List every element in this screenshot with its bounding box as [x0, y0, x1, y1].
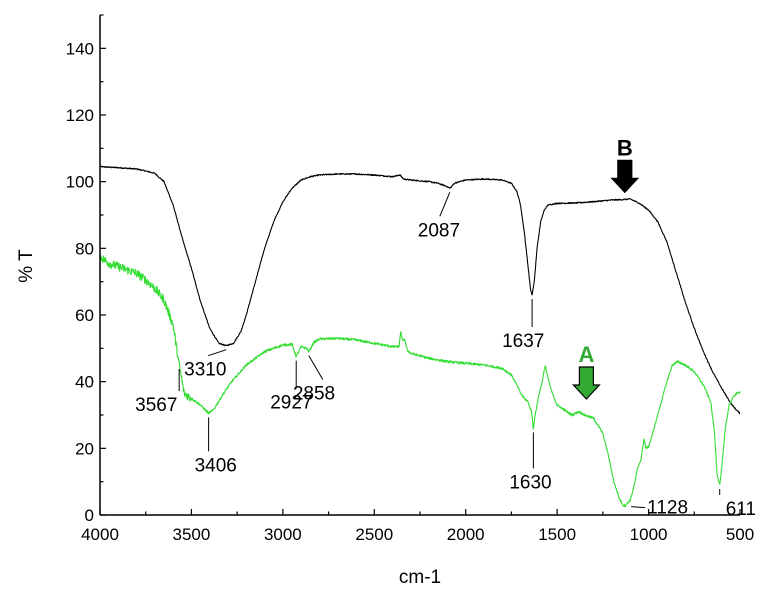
x-tick-label: 3500 — [173, 525, 211, 544]
series-line-0 — [99, 165, 741, 415]
marker-arrow-B: B — [610, 135, 640, 194]
y-axis-title: % T — [16, 249, 37, 283]
peak-label-1637: 1637 — [502, 331, 544, 352]
peak-label-2087: 2087 — [418, 220, 460, 241]
y-tick-label: 20 — [75, 439, 94, 458]
x-tick-label: 1000 — [630, 525, 668, 544]
y-tick-label: 100 — [66, 173, 94, 192]
axes: 0 20 40 60 80 100 120 140 4000 3500 3000 2500 2000 15… — [66, 14, 754, 544]
peak-label-3310: 3310 — [184, 360, 226, 381]
y-tick-label: 80 — [75, 239, 94, 258]
marker-label-A: A — [578, 342, 594, 367]
x-tick-label: 3000 — [264, 525, 302, 544]
y-tick-label: 40 — [75, 373, 94, 392]
peak-label-1630: 1630 — [509, 472, 551, 493]
peak-label-3406: 3406 — [195, 455, 237, 476]
peak-label-2858: 2858 — [293, 384, 335, 405]
marker-arrow-A: A — [572, 342, 601, 400]
peak-arrow-3310 — [208, 349, 227, 357]
x-tick-label: 2500 — [355, 525, 393, 544]
marker-arrow-shape — [610, 159, 640, 194]
x-tick-label: 500 — [726, 525, 754, 544]
peak-label-3567: 3567 — [135, 395, 177, 416]
y-tick-label: 120 — [66, 106, 94, 125]
y-tick-label: 60 — [75, 306, 94, 325]
marker-arrow-shape — [572, 366, 601, 400]
peak-label-611: 611 — [726, 499, 756, 520]
x-axis-title: cm-1 — [399, 567, 441, 588]
x-tick-label: 4000 — [81, 525, 119, 544]
peak-arrow-2087 — [439, 192, 451, 217]
y-tick-label: 140 — [66, 39, 94, 58]
y-tick-label: 0 — [85, 506, 94, 525]
marker-label-B: B — [617, 135, 633, 160]
series-line-1 — [99, 254, 741, 508]
x-tick-label: 2000 — [447, 525, 485, 544]
plot-area — [99, 165, 741, 508]
x-tick-label: 1500 — [538, 525, 576, 544]
peak-arrow-2858 — [308, 355, 324, 380]
peak-label-1128: 1128 — [647, 498, 688, 519]
peak-label-2927: 2927 — [270, 393, 312, 414]
peak-arrow-1128 — [631, 506, 646, 509]
